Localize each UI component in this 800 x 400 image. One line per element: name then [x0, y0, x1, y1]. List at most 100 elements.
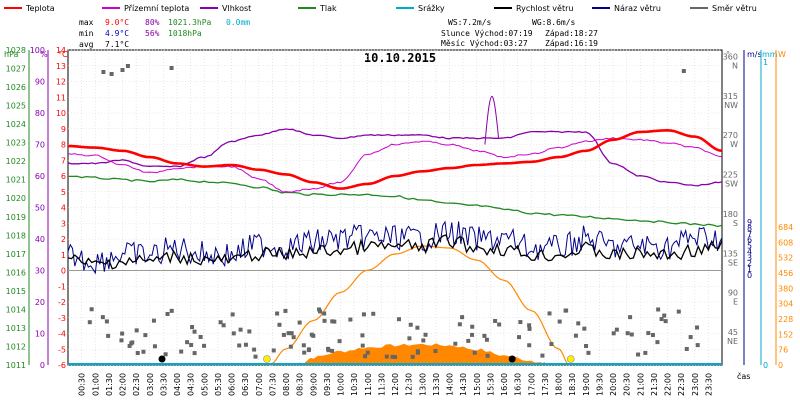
wind-direction-point [192, 329, 197, 334]
x-tick-label: 02:30 [132, 373, 141, 396]
wind-direction-point [688, 335, 693, 340]
tick-label-pct: 90 [35, 78, 45, 87]
wind-direction-point [681, 69, 686, 73]
wind-direction-point [125, 64, 130, 68]
wind-direction-point [198, 334, 203, 339]
tick-label-hpa: 1026 [6, 83, 26, 92]
wind-direction-point [330, 348, 335, 353]
wind-direction-point [332, 319, 337, 324]
tick-label-pct: 10 [35, 330, 45, 339]
tick-label-pct: 30 [35, 267, 45, 276]
wind-direction-point [286, 331, 291, 336]
tick-label-hpa: 1012 [6, 342, 26, 351]
wind-direction-point [135, 351, 140, 356]
stat-max-rain: 0.0mm [226, 18, 250, 27]
wind-direction-point [89, 307, 94, 312]
tick-label-temp: 14 [56, 46, 66, 55]
legend-label: Náraz větru [614, 4, 661, 13]
x-tick-label: 18:00 [555, 373, 564, 396]
wind-direction-point [106, 333, 111, 338]
stat-min-label: min [79, 29, 94, 38]
wind-direction-point [460, 315, 465, 320]
stat-max-label: max [79, 18, 94, 27]
wind-direction-point [165, 311, 170, 316]
wind-direction-point [109, 72, 114, 76]
tick-label-hpa: 1016 [6, 268, 26, 277]
wind-gust-info: WG:8.6m/s [532, 18, 576, 27]
tick-label-hpa: 1028 [6, 46, 26, 55]
tick-label-wind: 9 [747, 218, 752, 227]
x-tick-label: 12:00 [391, 373, 400, 396]
wind-direction-point [141, 349, 146, 354]
wind-direction-point [275, 311, 280, 316]
tick-label-dir: 270 [723, 131, 738, 140]
wind-direction-point [518, 320, 523, 325]
tick-label-wind: 2 [747, 259, 752, 268]
x-tick-label: 14:30 [459, 373, 468, 396]
tick-label-dir: 135 [723, 249, 738, 258]
wind-direction-point [655, 340, 660, 345]
wind-direction-point [189, 342, 194, 347]
wind-direction-point [360, 333, 365, 338]
wind-direction-point [271, 348, 276, 353]
wind-direction-point [407, 336, 412, 341]
wind-direction-point [134, 328, 139, 333]
wind-direction-point [611, 331, 616, 336]
wind-direction-point [238, 327, 243, 332]
wind-direction-point [614, 327, 619, 332]
axis-unit-dir: ° [726, 50, 730, 59]
x-tick-label: 02:00 [119, 373, 128, 396]
wind-direction-point [309, 332, 314, 337]
wind-direction-point [547, 311, 552, 316]
series-line-prizemni-teplota [67, 137, 723, 193]
tick-label-pct: 80 [35, 109, 45, 118]
legend-label: Vlhkost [222, 4, 251, 13]
tick-label-dir: 45 [728, 328, 738, 337]
tick-label-dir: 360 [723, 52, 738, 61]
wind-direction-point [192, 351, 197, 356]
tick-label-hpa: 1020 [6, 194, 26, 203]
wind-direction-point [497, 322, 502, 327]
wind-direction-point [643, 350, 648, 355]
wind-direction-point [243, 342, 248, 347]
wind-direction-point [247, 329, 252, 334]
wind-direction-point [410, 354, 415, 359]
tick-label-wind: 0 [747, 271, 752, 280]
tick-label-rain: 0 [763, 361, 768, 370]
wind-direction-point [326, 346, 331, 351]
legend-label: Rychlost větru [516, 4, 573, 13]
tick-label-wind: 4 [747, 247, 752, 256]
tick-label-hpa: 1023 [6, 139, 26, 148]
wind-direction-point [169, 66, 174, 70]
tick-label-wind: 6 [747, 236, 752, 245]
tick-label-temp: -4 [58, 330, 66, 339]
tick-label-pct: 70 [35, 141, 45, 150]
grid [68, 49, 722, 366]
tick-label-dir-name: SE [728, 258, 738, 267]
sun-marker [263, 355, 271, 363]
tick-label-dir-name: W [730, 140, 738, 149]
wind-direction-point [297, 320, 302, 325]
wind-direction-point [252, 347, 257, 352]
wind-direction-point [101, 70, 106, 74]
tick-label-dir: 225 [723, 171, 738, 180]
tick-label-pct: 40 [35, 235, 45, 244]
x-tick-label: 03:30 [159, 373, 168, 396]
legend-label: Přízemní teplota [124, 4, 189, 13]
tick-label-temp: 12 [56, 78, 66, 87]
wind-direction-point [415, 350, 420, 355]
wind-direction-point [119, 338, 124, 343]
x-tick-label: 18:30 [568, 373, 577, 396]
wind-direction-point [485, 353, 490, 358]
wind-direction-point [540, 353, 545, 358]
wind-direction-point [301, 343, 306, 348]
wind-direction-point [100, 315, 105, 320]
wind-direction-point [127, 343, 132, 348]
stat-avg-temp: 7.1°C [105, 40, 129, 49]
right-axes: 360N315NW270W225SW180S135SE90E45NE987654… [723, 50, 793, 370]
tick-label-temp: 0 [61, 267, 66, 276]
wind-direction-point [179, 349, 184, 354]
x-tick-label: 10:30 [350, 373, 359, 396]
tick-label-temp: 1 [61, 251, 66, 260]
